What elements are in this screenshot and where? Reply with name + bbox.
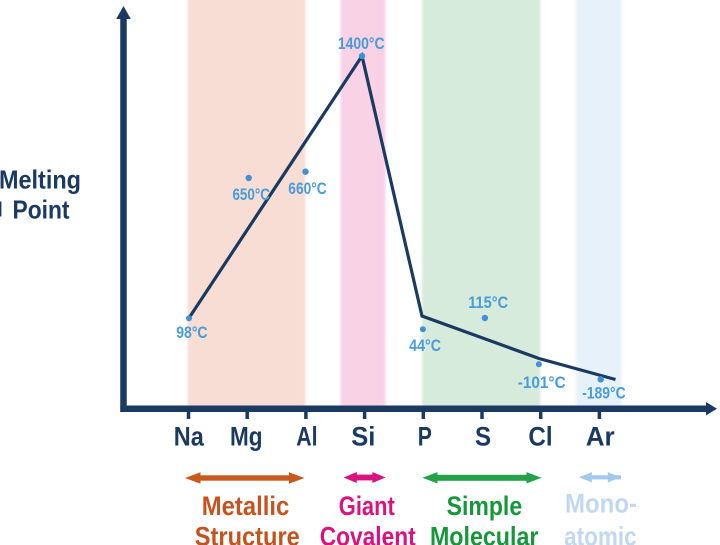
svg-text:Metallic: Metallic <box>202 491 290 521</box>
svg-text:-189°C: -189°C <box>582 384 626 403</box>
svg-text:S: S <box>475 422 491 452</box>
svg-text:Cl: Cl <box>528 422 552 452</box>
svg-text:P: P <box>418 422 432 452</box>
svg-text:115°C: 115°C <box>468 293 508 312</box>
svg-text:atomic: atomic <box>564 522 637 545</box>
svg-text:44°C: 44°C <box>409 336 441 355</box>
svg-text:Giant: Giant <box>339 491 395 521</box>
svg-text:Molecular: Molecular <box>430 522 539 545</box>
svg-text:Ar: Ar <box>586 422 615 452</box>
svg-text:650°C: 650°C <box>232 185 270 204</box>
svg-text:Na: Na <box>174 422 205 452</box>
svg-text:1400°C: 1400°C <box>338 34 385 53</box>
svg-text:Al: Al <box>296 422 317 452</box>
svg-text:Mono-: Mono- <box>565 489 637 519</box>
svg-text:Structure: Structure <box>195 522 300 545</box>
svg-text:-101°C: -101°C <box>518 373 566 392</box>
svg-text:Melting: Melting <box>0 165 81 195</box>
svg-text:Mg: Mg <box>230 422 263 452</box>
svg-text:Simple: Simple <box>447 491 523 521</box>
svg-text:660°C: 660°C <box>288 179 326 198</box>
svg-text:98°C: 98°C <box>176 323 207 342</box>
svg-text:Covalent: Covalent <box>320 522 416 545</box>
svg-text:Point: Point <box>13 194 70 224</box>
svg-text:Si: Si <box>351 422 375 452</box>
